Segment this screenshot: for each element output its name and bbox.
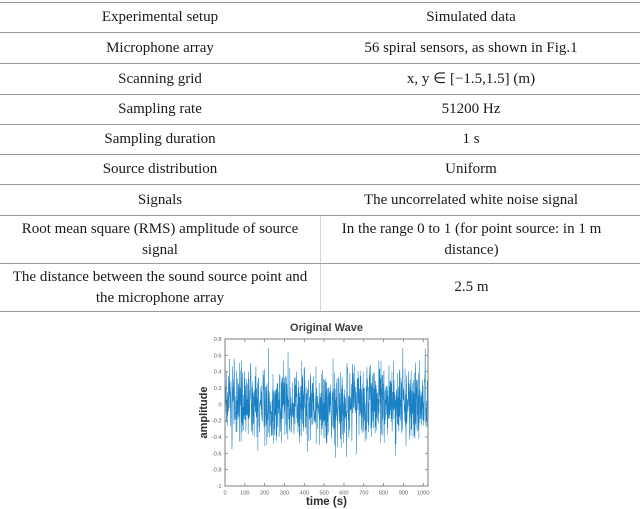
table-row: Sampling duration 1 s [0,124,640,154]
y-tick-label: -0.6 [212,451,222,457]
row-label: Scanning grid [118,70,202,87]
row-label: Sampling rate [118,101,202,117]
header-label: Experimental setup [101,9,219,25]
table-row: Scanning grid x, y ∈ [−1.5,1.5] (m) [0,63,640,94]
value-cell: Uniform [320,155,640,184]
header-col-experimental-setup: Experimental setup [0,3,320,32]
y-tick-label: 0.4 [214,370,222,376]
setup-label-cell: Source distribution [0,155,320,184]
row-label: Sampling duration [104,131,216,147]
axes-box [224,338,429,487]
x-axis-label: time (s) [306,496,347,508]
table-row: Signals The uncorrelated white noise sig… [0,184,640,215]
x-tick-label: 900 [399,491,408,497]
row-label: Microphone array [106,39,214,56]
setup-label-cell: The distance between the sound source po… [0,264,320,311]
row-label: The distance between the sound source po… [12,268,308,306]
row-value: 56 spiral sensors, as shown in Fig.1 [364,39,578,56]
x-tick-label: 500 [319,491,328,497]
row-value: Uniform [445,161,497,177]
setup-label-cell: Root mean square (RMS) amplitude of sour… [0,216,320,263]
row-value: 2.5 m [454,279,489,295]
x-tick-label: 300 [280,491,289,497]
value-cell: x, y ∈ [−1.5,1.5] (m) [320,64,640,94]
chart-title: Original Wave [290,322,363,334]
setup-label-cell: Sampling rate [0,95,320,124]
x-tick-label: 600 [339,491,348,497]
x-tick-label: 400 [300,491,309,497]
row-label: Source distribution [102,161,218,177]
original-wave-figure: 0 100 200 300 400 500 600 700 800 900 1000 0.8 0.6 0.… [150,316,490,509]
setup-label-cell: Signals [0,185,320,215]
row-value: 1 s [462,131,480,147]
y-tick-label: 0.8 [214,337,222,343]
y-axis-label: amplitude [198,387,210,439]
table-row: Microphone array 56 spiral sensors, as s… [0,32,640,63]
value-cell: 2.5 m [320,264,640,311]
x-tick-label: 700 [359,491,368,497]
y-tick-label: 0.2 [214,386,222,392]
row-value: 51200 Hz [441,101,501,117]
setup-label-cell: Sampling duration [0,125,320,154]
value-cell: The uncorrelated white noise signal [320,185,640,215]
value-cell: In the range 0 to 1 (for point source: i… [320,216,640,263]
x-tick-label: 100 [240,491,249,497]
value-cell: 51200 Hz [320,95,640,124]
table-row: Root mean square (RMS) amplitude of sour… [0,215,640,263]
y-tick-label: -1 [217,484,222,490]
table-row: Source distribution Uniform [0,154,640,184]
x-tick-label: 200 [260,491,269,497]
y-tick-label: 0 [218,402,221,408]
waveform-line [224,347,429,458]
y-tick-label: -0.8 [212,468,222,474]
value-cell: 56 spiral sensors, as shown in Fig.1 [320,33,640,63]
row-label: Root mean square (RMS) amplitude of sour… [21,220,299,258]
table-row: Sampling rate 51200 Hz [0,94,640,124]
row-value: x, y ∈ [−1.5,1.5] (m) [406,70,536,87]
setup-label-cell: Scanning grid [0,64,320,94]
header-label: Simulated data [426,9,516,25]
setup-label-cell: Microphone array [0,33,320,63]
original-wave-chart: 0 100 200 300 400 500 600 700 800 900 1000 0.8 0.6 0.… [198,322,429,508]
row-value: The uncorrelated white noise signal [363,191,579,208]
x-tick-label: 0 [223,491,226,497]
table-header-row: Experimental setup Simulated data [0,2,640,32]
value-cell: 1 s [320,125,640,154]
x-tick-label: 800 [379,491,388,497]
row-value: In the range 0 to 1 (for point source: i… [341,220,602,258]
header-col-simulated-data: Simulated data [320,3,640,32]
y-tick-label: -0.2 [212,419,222,425]
table-row: The distance between the sound source po… [0,263,640,311]
setup-table: Experimental setup Simulated data Microp… [0,2,640,312]
x-tick-label: 1000 [417,491,429,497]
y-tick-label: 0.6 [214,353,222,359]
y-tick-label: -0.4 [212,435,222,441]
row-label: Signals [137,191,183,208]
